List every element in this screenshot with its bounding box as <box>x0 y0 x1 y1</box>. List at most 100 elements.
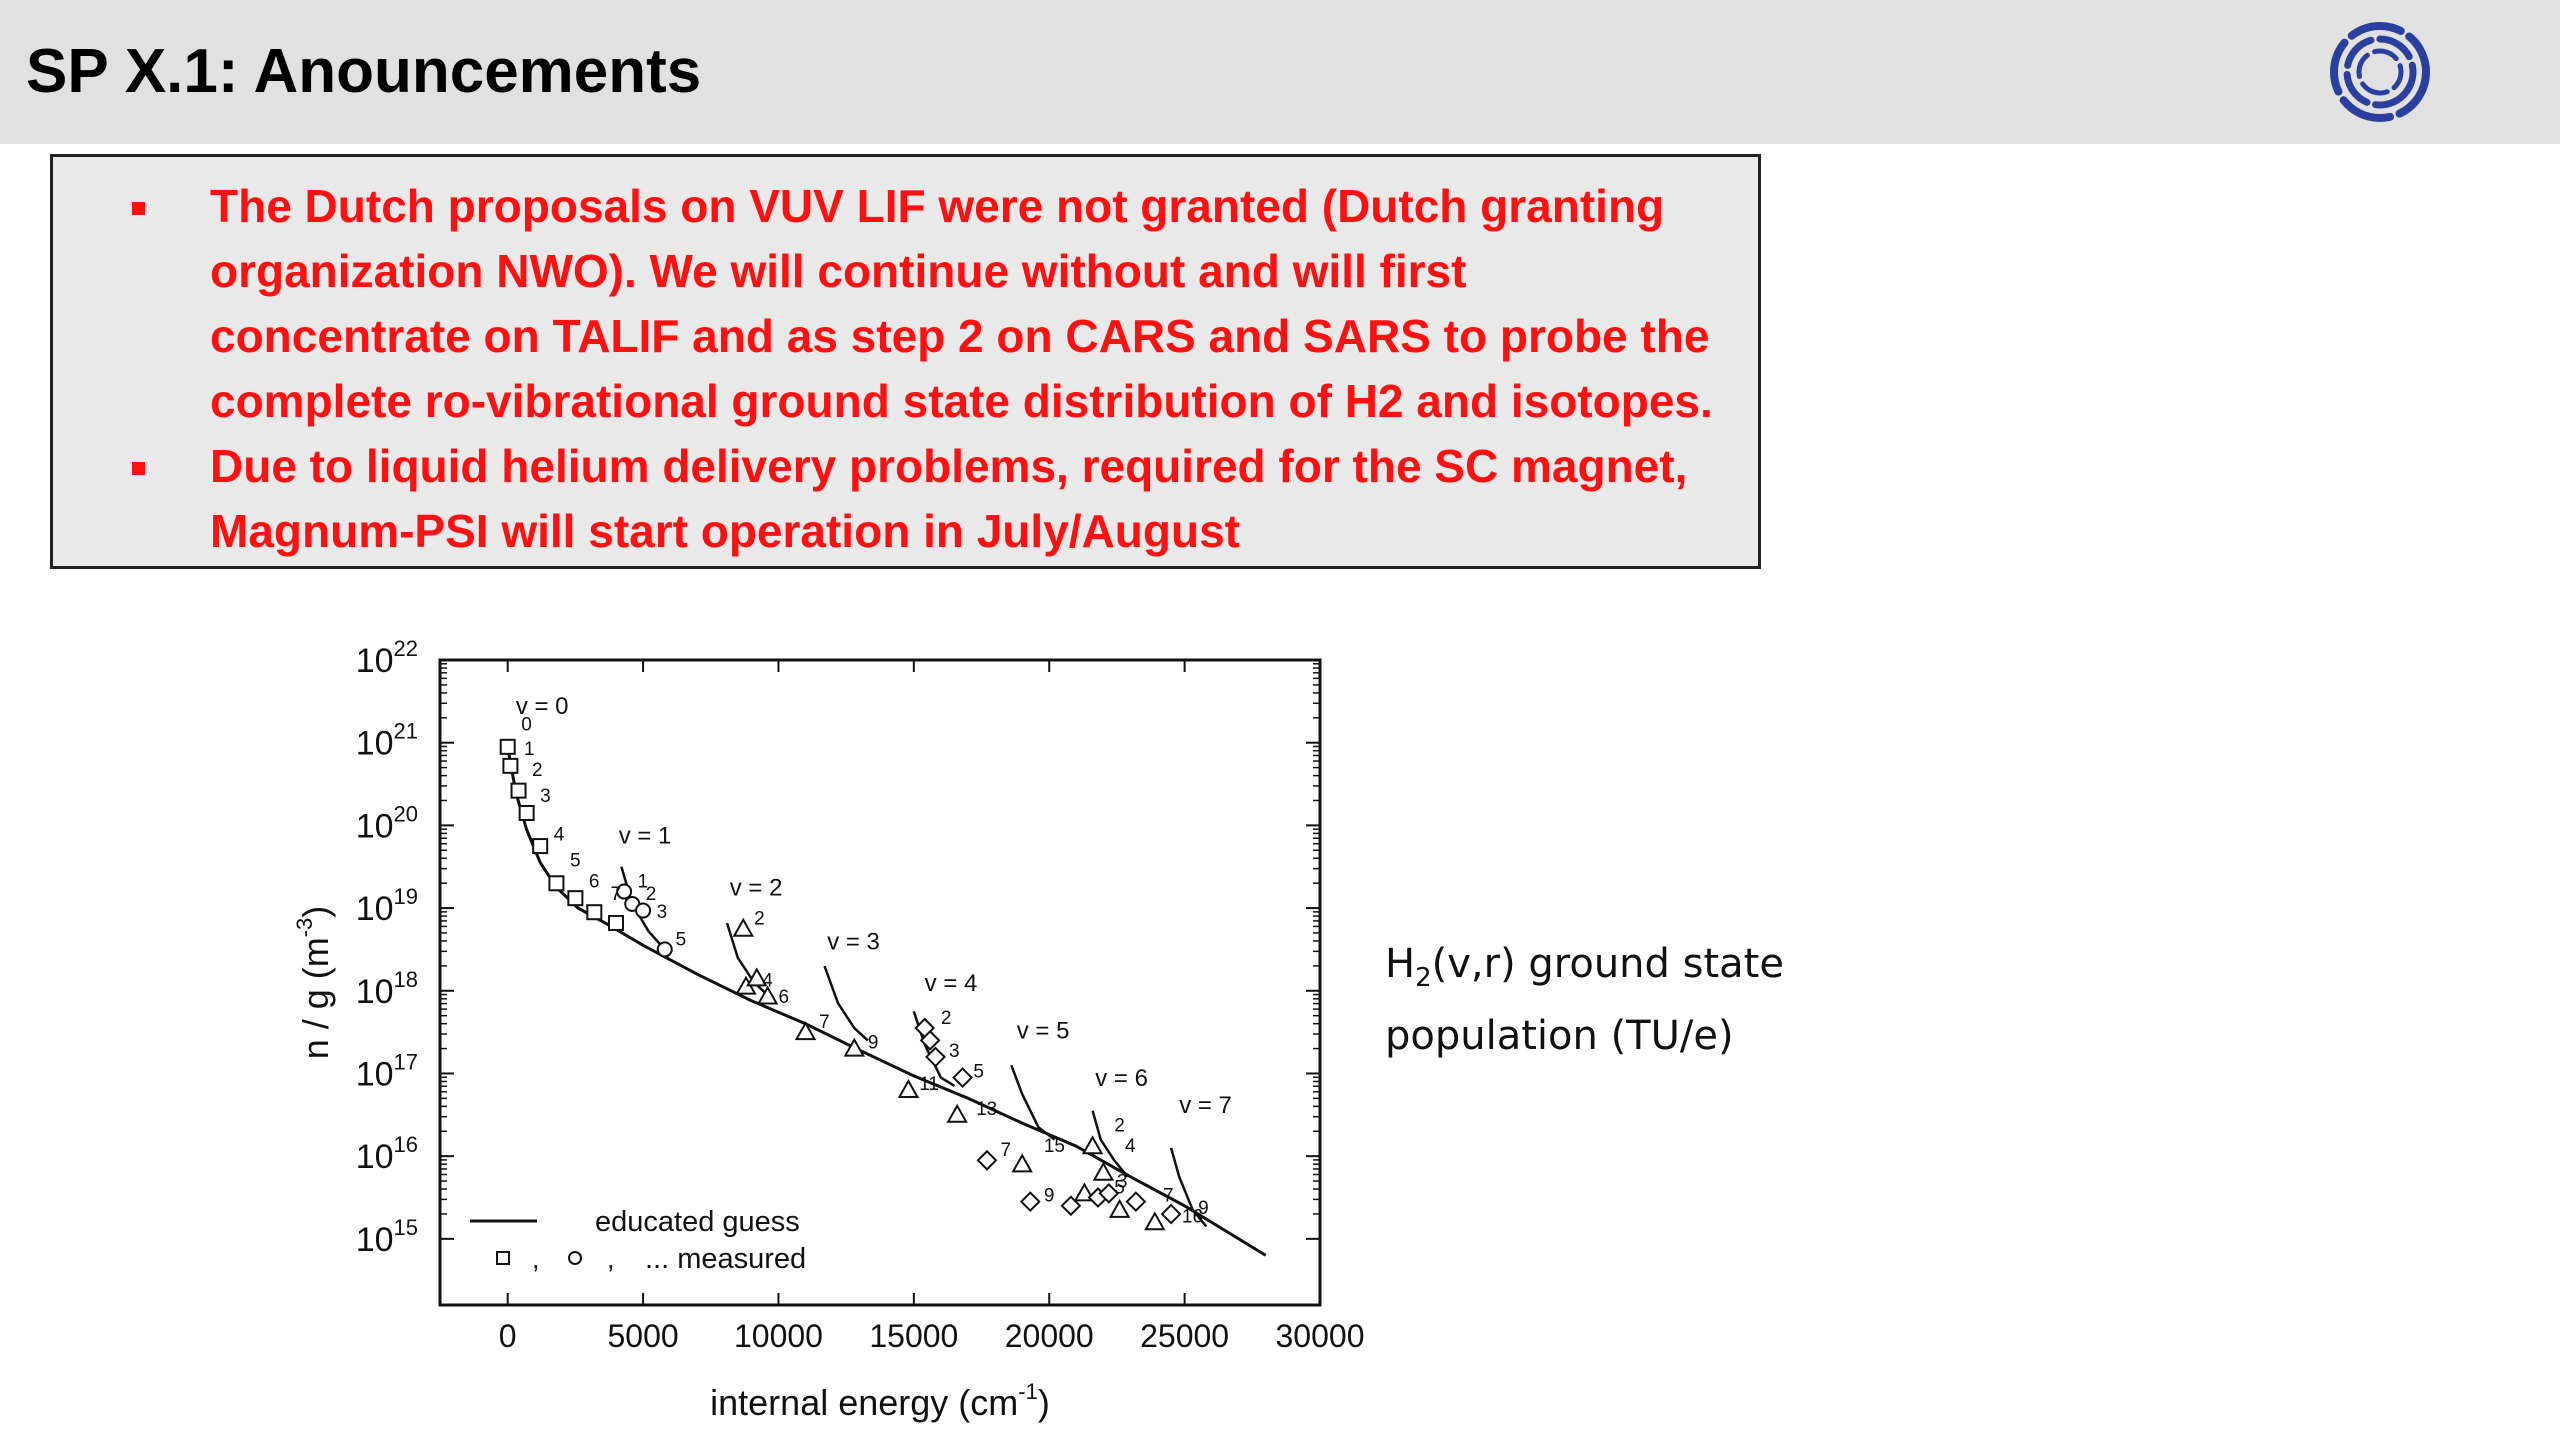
y-tick-label: 1017 <box>356 1049 418 1093</box>
rotational-level-label: 2 <box>941 1008 952 1029</box>
vibrational-level-label: v = 2 <box>730 875 783 902</box>
rotational-level-label: 6 <box>589 871 600 892</box>
plot-caption: H2(v,r) ground state population (TU/e) <box>1385 935 1785 1065</box>
data-point-diamond <box>976 1149 998 1171</box>
data-point-triangle <box>794 1021 817 1041</box>
data-point-triangle <box>897 1078 920 1098</box>
slide-title: SP X.1: Anouncements <box>26 37 702 106</box>
rotational-level-label: 2 <box>646 884 657 905</box>
y-tick-label: 1021 <box>356 719 418 763</box>
announcement-text: Due to liquid helium delivery problems, … <box>210 440 1688 557</box>
rotational-level-label: 7 <box>819 1012 830 1033</box>
data-point-square <box>586 904 603 921</box>
rotational-level-label: 11 <box>919 1074 939 1095</box>
rotational-level-label: 7 <box>611 884 622 905</box>
series-branch-line <box>1169 1147 1208 1228</box>
population-chart: 0 5000 10000 15000 20000 25000 300001015101610… <box>292 636 1365 1423</box>
announcement-text: The Dutch proposals on VUV LIF were not … <box>210 180 1713 427</box>
rotational-level-label: 16 <box>1182 1206 1203 1227</box>
data-point-square <box>499 738 516 755</box>
bullet-square-icon <box>132 202 145 215</box>
rotational-level-label: 7 <box>1163 1186 1174 1207</box>
rotational-level-label: 5 <box>973 1062 984 1083</box>
x-tick-label: 25000 <box>1140 1318 1229 1354</box>
x-tick-label: 20000 <box>1005 1318 1094 1354</box>
announcement-item: Due to liquid helium delivery problems, … <box>83 434 1733 564</box>
rotational-level-label: 9 <box>1044 1186 1055 1207</box>
legend-markers-label: ... measured <box>645 1243 806 1275</box>
y-tick-label: 1016 <box>356 1132 418 1176</box>
rotational-level-label: 13 <box>976 1099 997 1120</box>
y-tick-label: 1015 <box>356 1215 418 1259</box>
data-point-circle <box>616 883 633 900</box>
rotational-level-label: 2 <box>532 760 543 781</box>
plot-area: v = 0 v = 1 v = 2 v = 3 v = 4 v = 5 v = 6 v = 7… <box>499 693 1267 1257</box>
data-point-square <box>502 757 519 774</box>
legend-circle-marker <box>568 1251 582 1265</box>
data-point-diamond <box>1019 1191 1041 1213</box>
data-point-triangle <box>746 967 768 987</box>
caption-line-2: population (TU/e) <box>1385 1013 1734 1059</box>
vibrational-level-label: v = 3 <box>827 928 880 955</box>
rotational-level-label: 9 <box>1198 1198 1209 1219</box>
data-point-triangle <box>843 1037 865 1057</box>
rotational-level-label: 1 <box>638 871 649 892</box>
data-point-square <box>518 804 535 821</box>
caption-subscript: 2 <box>1415 963 1432 993</box>
vibrational-level-label: v = 4 <box>925 970 978 997</box>
rotational-level-label: 1 <box>524 739 535 760</box>
data-point-diamond <box>919 1029 941 1051</box>
x-tick-label: 0 <box>499 1318 517 1354</box>
data-point-circle <box>656 941 673 958</box>
rotational-level-label: 3 <box>657 902 668 923</box>
data-point-circle <box>635 902 652 919</box>
data-point-square <box>608 914 624 931</box>
rotational-level-label: 3 <box>949 1041 960 1062</box>
legend-separator: , <box>607 1244 615 1274</box>
rotational-level-label: 5 <box>570 851 581 872</box>
rotational-level-label: 5 <box>676 929 687 950</box>
data-point-diamond <box>1125 1191 1147 1213</box>
vibrational-level-label: v = 5 <box>1017 1018 1070 1045</box>
rotational-level-label: 7 <box>1000 1140 1011 1161</box>
rotational-level-label: 4 <box>554 824 565 845</box>
caption-species: H <box>1385 941 1416 987</box>
caption-line-1: (v,r) ground state <box>1431 941 1784 987</box>
vibrational-level-label: v = 1 <box>619 823 672 850</box>
announcement-box: The Dutch proposals on VUV LIF were not … <box>50 154 1761 569</box>
rotational-level-label: 5 <box>1114 1177 1125 1198</box>
plot-frame <box>438 658 1322 1307</box>
series-line-educated-guess <box>506 746 1267 1257</box>
series-branch-line <box>725 922 769 996</box>
data-point-diamond <box>1060 1195 1082 1217</box>
series-branch-line <box>1091 1110 1129 1178</box>
rotational-level-label: 15 <box>1044 1136 1065 1157</box>
rotational-level-label: 2 <box>754 909 765 930</box>
x-axis-label: internal energy (cm-1) <box>710 1379 1050 1423</box>
x-tick-label: 30000 <box>1276 1318 1365 1354</box>
bullet-square-icon <box>132 462 145 475</box>
announcement-item: The Dutch proposals on VUV LIF were not … <box>83 174 1733 434</box>
ring-logo-icon <box>2330 22 2430 122</box>
series-branch-line <box>823 965 869 1042</box>
data-point-square <box>548 875 565 892</box>
data-point-triangle <box>1081 1135 1104 1155</box>
data-point-triangle <box>1144 1211 1166 1231</box>
data-point-triangle <box>1108 1198 1131 1218</box>
data-point-square <box>532 838 549 855</box>
rotational-level-label: 0 <box>521 714 532 735</box>
chart-legend: educated guess,, ... measured <box>470 1206 806 1275</box>
rotational-level-label: 2 <box>1114 1115 1125 1136</box>
rotational-level-label: 3 <box>1117 1172 1128 1193</box>
data-point-triangle <box>732 917 754 937</box>
rotational-level-label: 4 <box>762 971 773 992</box>
y-tick-label: 1019 <box>356 884 418 928</box>
data-point-diamond <box>1160 1203 1182 1225</box>
x-tick-label: 15000 <box>869 1318 958 1354</box>
rotational-level-label: 9 <box>868 1033 879 1054</box>
y-axis-label: n / g (m-3) <box>292 906 336 1060</box>
data-point-diamond <box>925 1046 946 1068</box>
x-tick-label: 5000 <box>607 1318 678 1354</box>
rotational-level-label: 3 <box>540 786 551 807</box>
data-point-diamond <box>1098 1182 1120 1204</box>
